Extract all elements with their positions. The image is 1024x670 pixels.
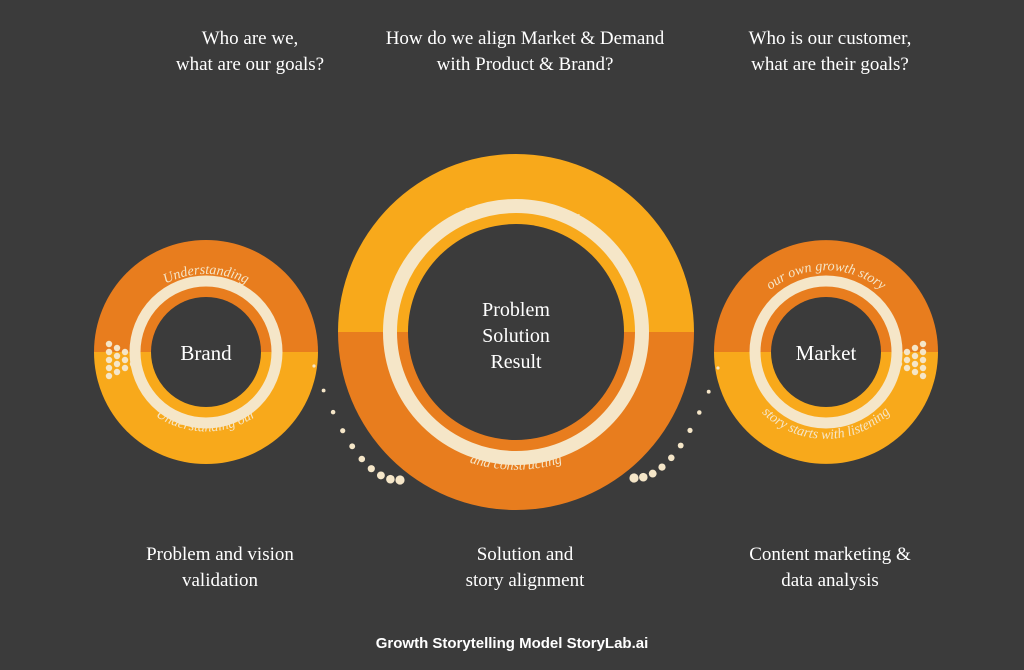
center-label-3: Result xyxy=(490,351,542,373)
center-circle: Problem Solution Result audence and cust… xyxy=(338,154,694,510)
market-label: Market xyxy=(796,341,857,365)
bottom-label-center: Solution andstory alignment xyxy=(400,542,650,593)
question-right: Who is our customer,what are their goals… xyxy=(700,26,960,77)
bottom-label-left: Problem and visionvalidation xyxy=(100,542,340,593)
center-label-2: Solution xyxy=(482,325,550,347)
question-left: Who are we,what are our goals? xyxy=(130,26,370,77)
bottom-label-right: Content marketing &data analysis xyxy=(700,542,960,593)
brand-label: Brand xyxy=(180,341,232,365)
question-center: How do we align Market & Demandwith Prod… xyxy=(360,26,690,77)
footer-text: Growth Storytelling Model StoryLab.ai xyxy=(0,635,1024,652)
center-label-1: Problem xyxy=(482,299,550,321)
